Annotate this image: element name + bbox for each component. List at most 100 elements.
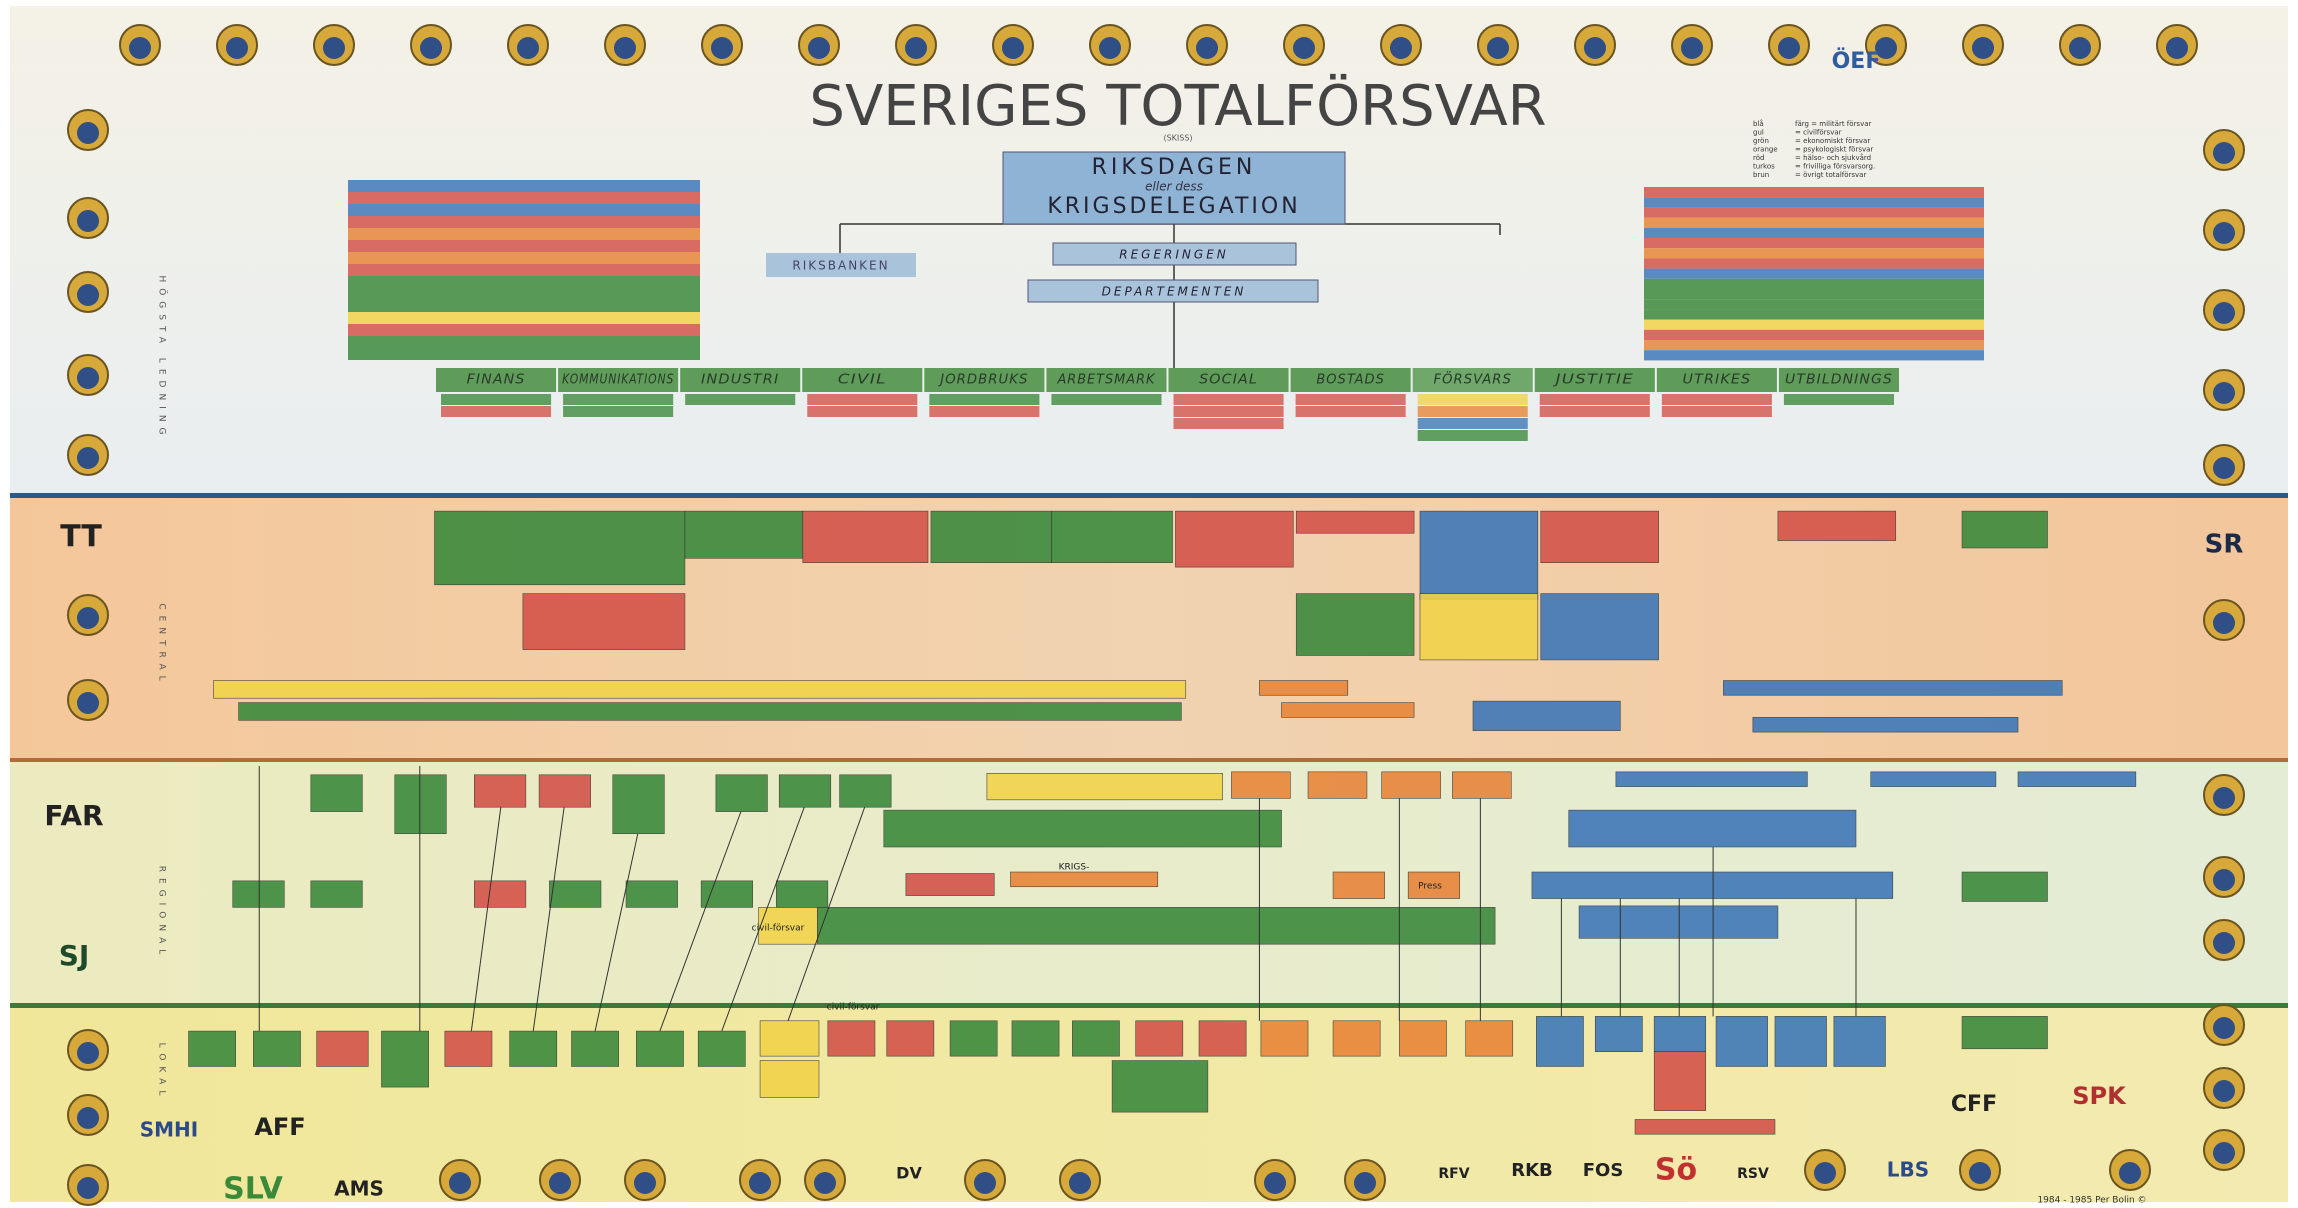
emblem-inner [2213,612,2235,634]
org-box [382,1031,429,1087]
emblem-inner [1069,1172,1091,1194]
logo-text: FAR [44,799,103,832]
table-row [348,348,700,360]
department-sub [1418,406,1528,417]
org-box [1962,511,2047,548]
org-box [931,511,1052,563]
logo-text: SJ [59,939,90,972]
logo-text: SR [2205,530,2244,560]
department-label: UTBILDNINGS [1785,373,1893,388]
legend-text: = frivilliga försvarsorg. [1795,163,1875,171]
org-box [636,1031,683,1066]
emblem-inner [2213,1080,2235,1102]
box-label: KRIGS- [1059,863,1090,873]
emblem-inner [2166,37,2188,59]
department-sub [1662,394,1772,405]
org-box [2018,772,2136,787]
org-box [1112,1061,1208,1113]
emblem-inner [1293,37,1315,59]
department-sub [929,394,1039,405]
divider [10,758,2288,762]
label: DEPARTEMENTEN [1102,285,1247,299]
emblem-inner [1354,1172,1376,1194]
org-box [1052,511,1173,563]
org-box [685,511,803,558]
box-label: civil-försvar [752,924,805,934]
level-label: REGIONAL [157,866,167,961]
emblem-inner [2069,37,2091,59]
department-label: BOSTADS [1316,373,1385,388]
department-sub [685,394,795,405]
legend-term: orange [1753,146,1778,154]
emblem-inner [2213,457,2235,479]
org-box [987,773,1223,800]
org-box [1532,872,1893,899]
logo-text: SLV [223,1172,284,1207]
org-box [1012,1021,1059,1056]
poster: SVERIGES TOTALFÖRSVAR (SKISS) RIKSDAGEN … [0,0,2298,1208]
emblem-inner [2213,382,2235,404]
org-box [395,775,447,834]
department-sub [1051,394,1161,405]
logo-text: LBS [1887,1158,1929,1182]
table-row [348,192,700,204]
org-box [1723,681,2062,696]
org-box [626,881,678,908]
table-row [348,264,700,276]
emblem-inner [711,37,733,59]
logo-text: SMHI [140,1118,199,1142]
emblem-inner [1814,1162,1836,1184]
emblem-inner [1264,1172,1286,1194]
department-sub [1296,406,1406,417]
emblem-inner [2213,1142,2235,1164]
table-row [348,336,700,348]
logo-text: Sö [1655,1153,1697,1188]
org-box [233,881,285,908]
emblem-inner [749,1172,771,1194]
emblem-inner [634,1172,656,1194]
org-box [1716,1016,1768,1066]
org-box [1333,1021,1380,1056]
org-box [1616,772,1807,787]
table-row [348,288,700,300]
logo-text: AFF [254,1113,305,1141]
emblem-inner [1002,37,1024,59]
logo-text: SPK [2072,1082,2127,1110]
department-sub [807,394,917,405]
table-row [348,312,700,324]
org-box [840,775,892,807]
org-box [1871,772,1996,787]
emblem-inner [1681,37,1703,59]
logo-text: FOS [1583,1160,1624,1181]
table-row [348,252,700,264]
emblem-inner [2119,1162,2141,1184]
emblem-inner [1487,37,1509,59]
table-row [348,228,700,240]
department-sub [1296,394,1406,405]
table-row [1644,197,1984,207]
org-box [474,881,526,908]
department-label: JORDBRUKS [937,373,1028,388]
table-row [348,300,700,312]
org-box [1654,1016,1706,1051]
org-box [1399,1021,1446,1056]
table-row [1644,269,1984,279]
table-row [1644,289,1984,299]
emblem-inner [77,1177,99,1199]
org-box [1175,511,1293,567]
divider [10,1003,2288,1008]
level-label: LOKAL [157,1043,167,1102]
emblem-inner [549,1172,571,1194]
org-box [1010,872,1157,887]
org-box [239,703,1182,721]
label: RIKSDAGEN [1092,155,1257,180]
emblem-inner [905,37,927,59]
emblem-inner [1778,37,1800,59]
department-sub [1174,418,1284,429]
logo-text: RFV [1438,1166,1469,1182]
table-row [348,324,700,336]
org-box [1072,1021,1119,1056]
footer: 1984 - 1985 Per Bolin © [2037,1196,2146,1206]
org-box [906,873,994,895]
org-box [1452,772,1511,799]
